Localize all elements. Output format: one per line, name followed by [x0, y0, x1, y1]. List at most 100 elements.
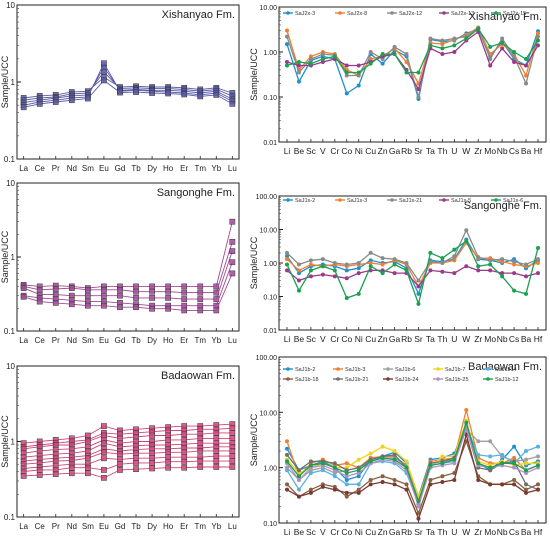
data-point — [380, 262, 385, 267]
data-point — [535, 487, 540, 492]
x-tick-label: Er — [180, 164, 188, 173]
data-point — [101, 423, 107, 429]
data-point — [165, 305, 171, 312]
x-tick-label: Ni — [355, 146, 363, 156]
data-point — [452, 36, 457, 41]
data-point — [308, 268, 313, 273]
data-point — [68, 464, 75, 471]
data-point — [392, 449, 397, 454]
chart-panel-4: 0.01 0.10 1.00 10.00 100.00 Sample/UCC Li Be Sc V… — [249, 194, 547, 344]
chart-title: Sangonghe Fm. — [464, 200, 542, 212]
data-point — [285, 446, 290, 451]
data-point — [296, 268, 301, 273]
x-tick-label: Th — [437, 527, 447, 537]
x-tick-label: Cr — [330, 527, 339, 537]
y-tick-label: 10 — [6, 362, 15, 371]
legend-label: SaJ1b-3 — [345, 367, 366, 373]
data-point — [392, 262, 397, 267]
data-point — [512, 271, 517, 276]
data-point — [404, 482, 409, 487]
data-point — [213, 458, 220, 464]
data-point — [52, 442, 59, 448]
legend-marker — [436, 367, 440, 371]
data-point — [392, 257, 397, 262]
data-point — [133, 466, 139, 473]
data-point — [101, 475, 107, 481]
data-point — [332, 268, 337, 273]
series-line — [286, 27, 539, 98]
data-point — [452, 254, 457, 259]
data-point — [356, 291, 361, 296]
data-point — [332, 484, 337, 489]
x-tick-label: Gd — [115, 336, 126, 345]
y-tick-label: 0.1 — [4, 327, 16, 336]
data-point — [165, 288, 171, 295]
data-point — [229, 448, 236, 454]
data-point — [52, 300, 59, 306]
x-tick-label: Yb — [211, 522, 221, 531]
data-point — [404, 459, 409, 464]
x-tick-label: Yb — [211, 164, 221, 173]
x-tick-label: Ta — [426, 146, 435, 156]
data-point — [488, 454, 493, 459]
data-point — [285, 268, 290, 273]
data-point — [320, 468, 325, 473]
data-point — [85, 438, 91, 445]
x-tick-label: Ga — [389, 334, 401, 344]
x-tick-label: Eu — [99, 336, 109, 345]
legend-label: SaJ2x-8 — [347, 11, 367, 17]
data-point — [229, 464, 236, 470]
data-point — [36, 472, 43, 478]
data-point — [500, 257, 505, 262]
data-point — [296, 477, 301, 482]
legend-label: SaJ1b-25 — [445, 377, 469, 383]
data-point — [404, 52, 409, 57]
y-axis-label: Sample/UCC — [249, 236, 259, 289]
data-point — [20, 473, 27, 479]
data-point — [404, 268, 409, 273]
chart-panel-1: 0.1 1 10 Sample/UCC La Ce Pr Nd Sm Eu Gd Tb Dy Ho Er Tm… — [0, 1, 240, 173]
x-tick-label: W — [462, 527, 470, 537]
data-point — [428, 268, 433, 273]
data-point — [85, 302, 91, 309]
data-point — [229, 101, 236, 107]
data-point — [368, 56, 373, 61]
x-tick-label: U — [451, 334, 457, 344]
data-point — [440, 261, 445, 265]
data-point — [52, 471, 59, 477]
data-point — [344, 70, 349, 75]
data-point — [117, 286, 123, 293]
plot-frame — [16, 365, 240, 518]
x-tick-label: Zr — [474, 334, 482, 344]
data-point — [197, 296, 204, 302]
x-tick-label: Sm — [82, 336, 94, 345]
x-tick-label: Cs — [509, 146, 519, 156]
data-point — [133, 450, 139, 457]
data-point — [117, 435, 123, 442]
x-tick-label: Nb — [497, 146, 508, 156]
data-point — [368, 451, 373, 456]
legend-marker — [338, 198, 342, 202]
data-point — [428, 477, 433, 482]
data-point — [320, 257, 325, 262]
data-point — [101, 286, 107, 293]
data-point — [524, 468, 529, 473]
data-point — [488, 262, 493, 267]
x-tick-label: Th — [437, 334, 447, 344]
data-point — [229, 458, 236, 464]
legend-label: SaJ1b-21 — [345, 377, 369, 383]
data-point — [356, 457, 361, 462]
data-point — [296, 59, 301, 64]
data-point — [476, 268, 481, 273]
data-point — [213, 453, 220, 459]
data-point — [512, 455, 517, 460]
data-point — [117, 456, 123, 463]
data-point — [356, 83, 361, 88]
data-point — [356, 487, 361, 492]
data-point — [332, 474, 337, 479]
data-point — [285, 439, 290, 444]
data-point — [117, 304, 123, 311]
y-tick-label: 10.00 — [259, 228, 277, 235]
data-point — [36, 467, 43, 473]
data-point — [488, 56, 493, 61]
